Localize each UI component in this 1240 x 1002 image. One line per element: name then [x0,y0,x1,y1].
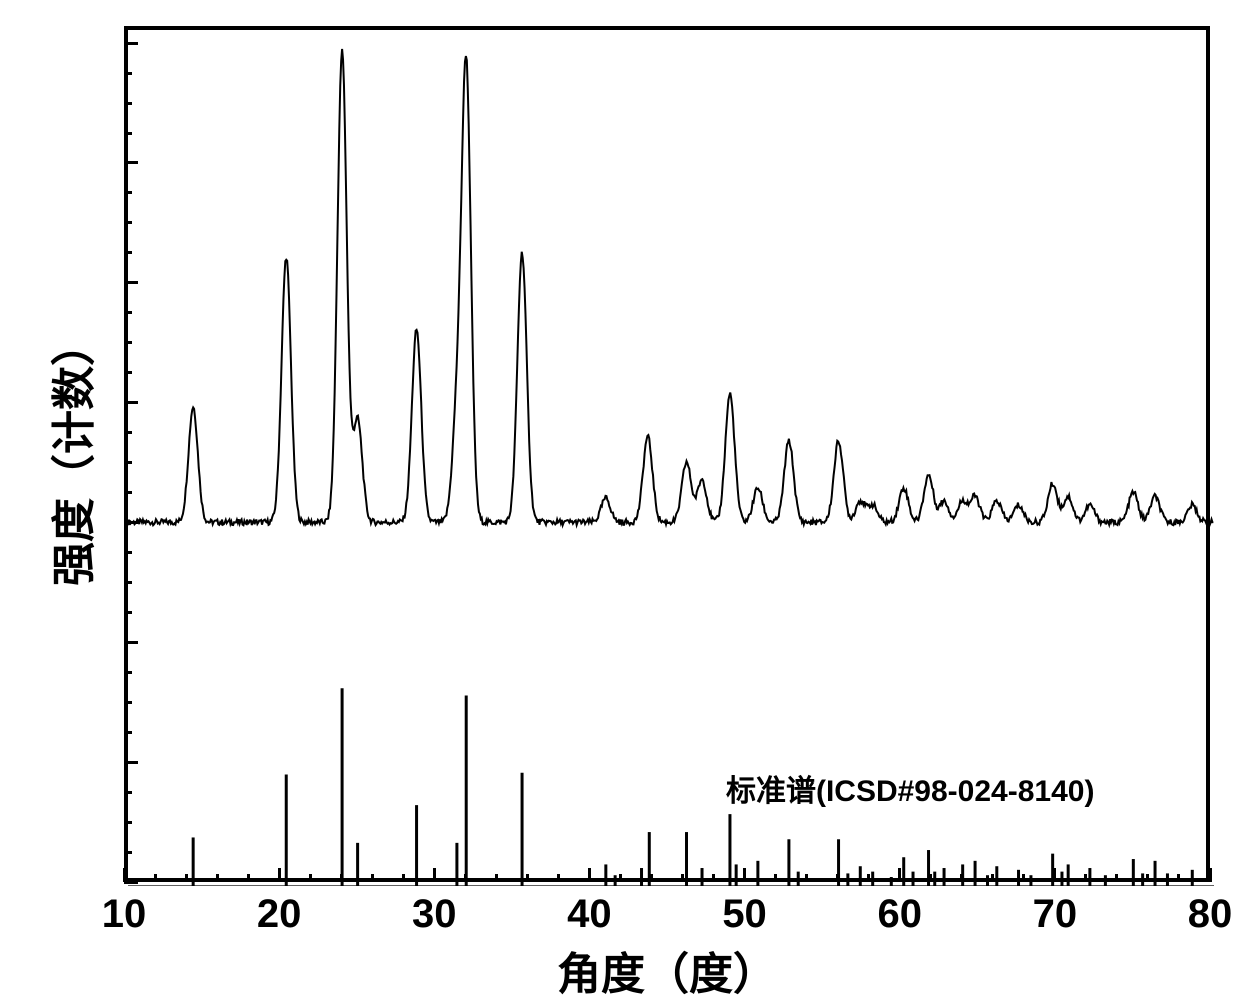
x-tick [371,874,374,882]
x-tick-label: 30 [412,892,457,937]
y-tick [124,431,132,434]
x-tick [1209,868,1212,882]
y-tick [124,821,132,824]
x-tick [991,874,994,882]
y-tick [124,281,138,284]
y-tick [124,102,132,105]
x-tick [1146,874,1149,882]
x-tick-label: 70 [1033,892,1078,937]
y-tick [124,581,132,584]
y-axis-label: 强度（计数） [38,322,102,586]
y-tick [124,641,138,644]
x-tick-label: 50 [722,892,767,937]
xrd-measured-curve [128,49,1213,525]
plot-area [124,26,1210,882]
y-tick [124,851,132,854]
x-tick [1115,874,1118,882]
x-tick [495,874,498,882]
x-tick-label: 10 [102,892,147,937]
x-tick [1053,868,1056,882]
xrd-chart-svg [128,30,1214,886]
x-tick [1084,874,1087,882]
y-tick [124,761,138,764]
x-tick [774,874,777,882]
x-tick-label: 60 [877,892,922,937]
x-axis-label: 角度（度） [557,938,777,1002]
x-tick [433,868,436,882]
y-tick [124,221,132,224]
y-tick [124,191,132,194]
y-tick [124,371,132,374]
x-tick [898,868,901,882]
x-tick [402,874,405,882]
x-tick [650,874,653,882]
x-tick [929,874,932,882]
y-tick [124,611,132,614]
x-tick [278,868,281,882]
x-tick-label: 80 [1188,892,1233,937]
x-tick [681,874,684,882]
x-tick-label: 20 [257,892,302,937]
y-tick [124,461,132,464]
y-tick [124,551,132,554]
x-tick [185,874,188,882]
x-tick [743,868,746,882]
x-tick [464,874,467,882]
x-tick [712,874,715,882]
y-tick [124,42,138,45]
x-tick [526,874,529,882]
x-tick [154,874,157,882]
x-tick [805,874,808,882]
x-tick [867,874,870,882]
x-tick [309,874,312,882]
y-tick [124,671,132,674]
y-tick [124,491,132,494]
figure-container: 强度（计数） 角度（度） 标准谱(ICSD#98-024-8140) 10203… [0,0,1240,986]
y-tick [124,521,138,524]
y-tick [124,311,132,314]
y-tick [124,791,132,794]
y-tick [124,161,138,164]
y-tick [124,701,132,704]
x-tick [619,874,622,882]
x-tick [836,874,839,882]
x-tick [216,874,219,882]
x-tick [1022,874,1025,882]
x-tick-label: 40 [567,892,612,937]
y-tick [124,72,132,75]
y-tick [124,132,132,135]
x-tick [1177,874,1180,882]
y-tick [124,341,132,344]
y-tick [124,401,138,404]
y-tick [124,251,132,254]
y-tick [124,881,138,884]
x-tick [557,874,560,882]
y-tick [124,731,132,734]
reference-annotation: 标准谱(ICSD#98-024-8140) [726,766,1094,810]
x-tick [960,874,963,882]
x-tick [247,874,250,882]
x-tick [340,874,343,882]
x-tick [588,868,591,882]
